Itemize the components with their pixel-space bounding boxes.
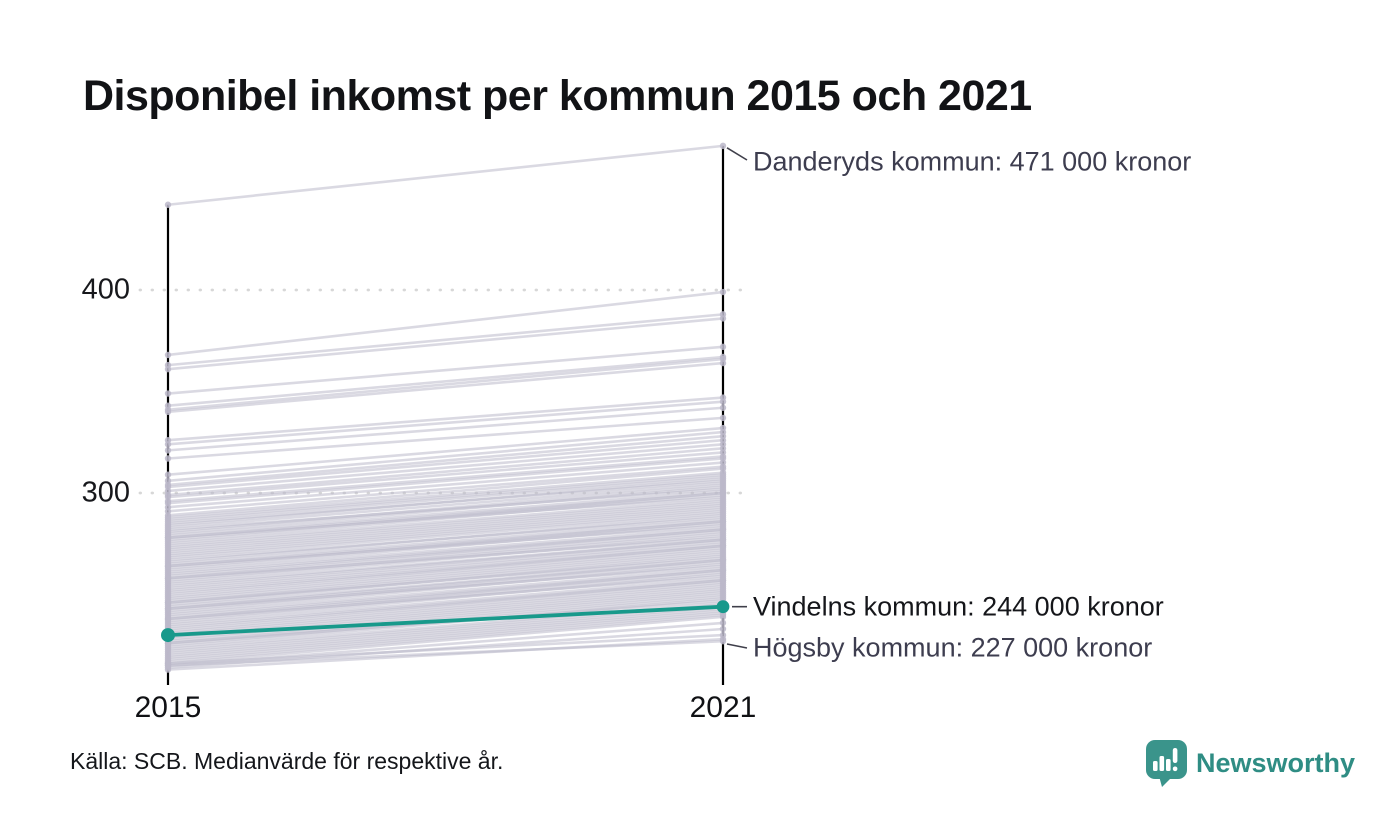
newsworthy-logo: Newsworthy [1146,740,1355,787]
speech-bubble-bar-chart-icon [1146,740,1187,787]
annotation-danderyd: Danderyds kommun: 471 000 kronor [753,146,1192,177]
logo-wordmark: Newsworthy [1196,748,1356,778]
annotation-vindeln: Vindelns kommun: 244 000 kronor [753,591,1164,622]
y-tick-400: 400 [81,273,130,306]
chart-title: Disponibel inkomst per kommun 2015 och 2… [83,72,1032,120]
x-label-2015: 2015 [134,691,202,724]
source-note: Källa: SCB. Medianvärde för respektive å… [70,748,504,774]
y-tick-300: 300 [81,476,130,509]
annotation-hogsby: Högsby kommun: 227 000 kronor [753,632,1153,663]
x-label-2021: 2021 [689,691,757,724]
